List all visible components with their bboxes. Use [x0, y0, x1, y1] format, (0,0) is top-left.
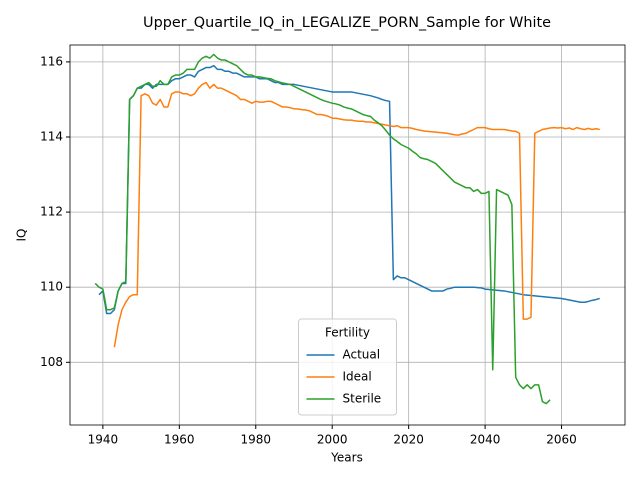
y-axis-label: IQ — [15, 229, 29, 242]
x-axis-label: Years — [330, 451, 363, 465]
chart-title: Upper_Quartile_IQ_in_LEGALIZE_PORN_Sampl… — [143, 15, 551, 31]
y-tick-label: 114 — [40, 129, 63, 143]
x-tick-label: 2000 — [317, 433, 348, 447]
legend-box — [298, 318, 397, 416]
series-line — [113, 81, 600, 348]
series-line — [94, 53, 551, 405]
x-tick-label: 2020 — [393, 433, 424, 447]
y-tick-label: 112 — [40, 205, 63, 219]
legend-label: Ideal — [343, 370, 372, 384]
legend-label: Sterile — [343, 392, 382, 406]
x-tick-label: 1980 — [240, 433, 271, 447]
x-tick-label: 2060 — [546, 433, 577, 447]
y-tick-label: 110 — [40, 280, 63, 294]
axes-frame — [69, 44, 626, 426]
x-tick-label: 1940 — [88, 433, 119, 447]
y-tick-label: 108 — [40, 355, 63, 369]
series-line — [98, 64, 600, 315]
x-tick-label: 1960 — [164, 433, 195, 447]
legend-label: Actual — [343, 348, 381, 362]
y-tick-label: 116 — [40, 54, 63, 68]
legend-title: Fertility — [325, 326, 370, 340]
x-tick-label: 2040 — [470, 433, 501, 447]
